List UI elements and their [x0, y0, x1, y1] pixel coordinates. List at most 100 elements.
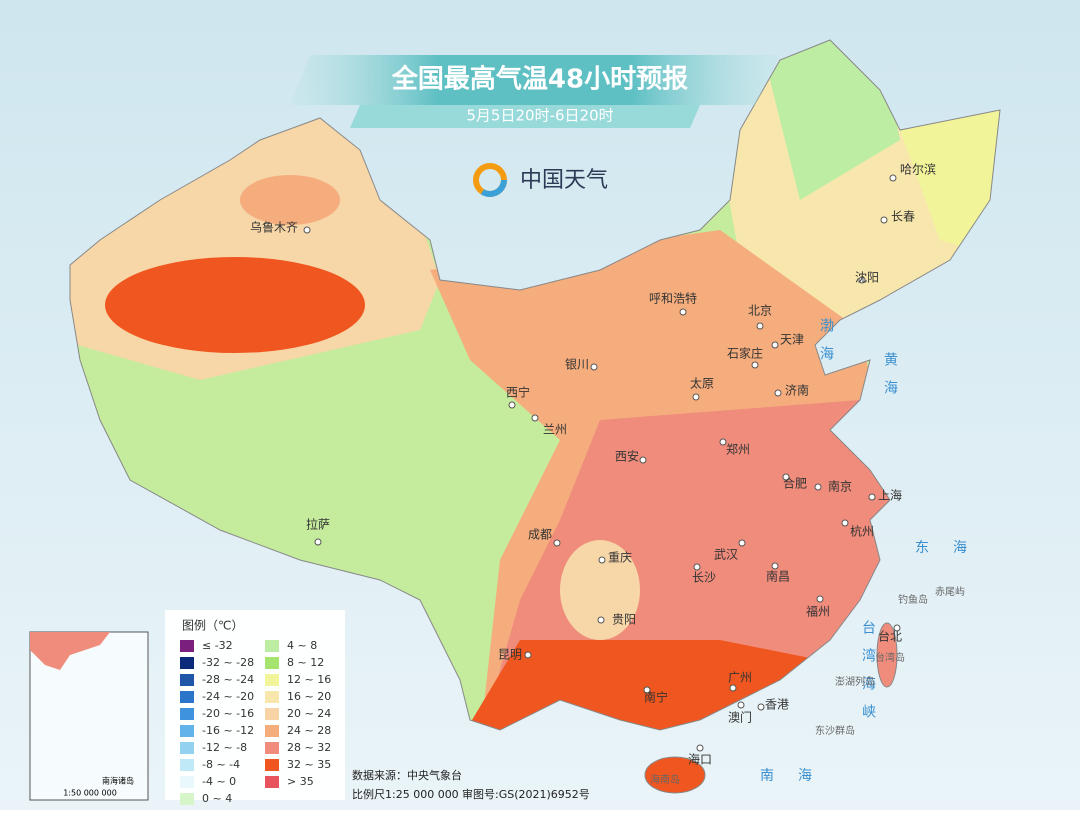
legend-swatch — [265, 776, 279, 788]
title-banner — [290, 55, 780, 105]
city-dot — [816, 595, 824, 603]
island-label: 澎湖列岛 — [835, 675, 875, 688]
legend-label: ≤ -32 — [202, 639, 233, 652]
legend-swatch — [180, 725, 194, 737]
legend-swatch — [180, 691, 194, 703]
legend-swatch — [265, 640, 279, 652]
city-label: 天津 — [780, 333, 804, 347]
legend-label: -24 ~ -20 — [202, 690, 254, 703]
city-dot — [771, 562, 779, 570]
subtitle-banner — [350, 105, 700, 128]
city-label: 香港 — [765, 698, 789, 712]
city-label: 沈阳 — [855, 270, 879, 285]
city-label: 哈尔滨 — [900, 162, 936, 177]
legend-swatch — [265, 691, 279, 703]
legend-label: > 35 — [287, 775, 314, 788]
city-label: 兰州 — [543, 423, 567, 437]
city-label: 南昌 — [766, 569, 790, 584]
city-label: 成都 — [528, 528, 552, 542]
city-dot — [868, 493, 876, 501]
city-label: 西安 — [615, 449, 639, 464]
city-label: 福州 — [806, 604, 830, 619]
legend-swatch — [180, 640, 194, 652]
city-label: 石家庄 — [727, 346, 763, 361]
legend-label: -4 ~ 0 — [202, 775, 236, 788]
city-dot — [737, 701, 745, 709]
city-label: 济南 — [785, 383, 809, 398]
subtitle: 5月5日20时-6日20时 — [466, 107, 613, 125]
city-dot — [880, 216, 888, 224]
legend-box — [165, 610, 345, 800]
city-label: 昆明 — [498, 648, 522, 662]
legend-swatch — [180, 759, 194, 771]
city-dot — [314, 538, 322, 546]
sea-label: 台湾海峡 — [860, 620, 876, 732]
city-dot — [719, 438, 727, 446]
legend-swatch — [180, 708, 194, 720]
island-label: 东沙群岛 — [815, 724, 855, 737]
city-dot — [757, 703, 765, 711]
sea-label: 渤海 — [818, 318, 834, 374]
legend-label: -12 ~ -8 — [202, 741, 247, 754]
island-label: 钓鱼岛 — [898, 593, 928, 606]
city-dot — [693, 563, 701, 571]
legend-label: 16 ~ 20 — [287, 690, 331, 703]
city-dot — [508, 401, 516, 409]
city-label: 拉萨 — [306, 517, 330, 532]
city-dot — [692, 393, 700, 401]
legend-swatch — [180, 793, 194, 805]
city-dot — [531, 414, 539, 422]
city-dot — [639, 456, 647, 464]
city-label: 南京 — [828, 479, 852, 494]
city-label: 重庆 — [608, 551, 632, 565]
city-label: 澳门 — [728, 710, 752, 725]
sea-label: 南海 — [760, 768, 836, 784]
city-dot — [751, 361, 759, 369]
legend-label: 32 ~ 35 — [287, 758, 331, 771]
city-label: 郑州 — [726, 442, 750, 457]
city-label: 银川 — [565, 358, 589, 372]
city-dot — [597, 616, 605, 624]
city-dot — [643, 686, 651, 694]
inset-scale: 1:50 000 000 — [63, 789, 117, 798]
city-label: 贵阳 — [612, 613, 636, 627]
logo-icon — [473, 163, 507, 197]
city-label: 太原 — [690, 376, 714, 391]
legend-label: 28 ~ 32 — [287, 741, 331, 754]
city-dot — [782, 473, 790, 481]
legend-label: -8 ~ -4 — [202, 758, 240, 771]
city-dot — [679, 308, 687, 316]
taiwan — [876, 622, 898, 688]
legend-label: 8 ~ 12 — [287, 656, 324, 669]
city-dot — [858, 276, 866, 284]
city-dot — [771, 341, 779, 349]
city-dot — [841, 519, 849, 527]
city-dot — [889, 174, 897, 182]
legend-swatch — [180, 657, 194, 669]
city-label: 乌鲁木齐 — [250, 220, 298, 235]
legend-swatch — [265, 759, 279, 771]
island-label: 海南岛 — [650, 773, 680, 786]
inset-land — [30, 632, 110, 670]
city-dot — [598, 556, 606, 564]
city-label: 长春 — [891, 210, 915, 224]
legend-label: -16 ~ -12 — [202, 724, 254, 737]
city-dot — [774, 389, 782, 397]
city-label: 海口 — [688, 752, 712, 767]
city-dot — [729, 684, 737, 692]
legend-swatch — [265, 725, 279, 737]
legend-swatch — [265, 742, 279, 754]
city-label: 广州 — [728, 671, 752, 685]
city-label: 呼和浩特 — [649, 291, 697, 306]
sea-label: 东海 — [915, 540, 991, 556]
city-label: 长沙 — [692, 571, 716, 585]
city-label: 北京 — [748, 304, 772, 318]
sea-label: 黄海 — [882, 351, 898, 408]
city-dot — [756, 322, 764, 330]
legend-label: -32 ~ -28 — [202, 656, 254, 669]
legend-swatch — [180, 776, 194, 788]
legend-swatch — [265, 674, 279, 686]
city-label: 西宁 — [506, 385, 530, 400]
scale: 比例尺1:25 000 000 — [352, 787, 459, 801]
